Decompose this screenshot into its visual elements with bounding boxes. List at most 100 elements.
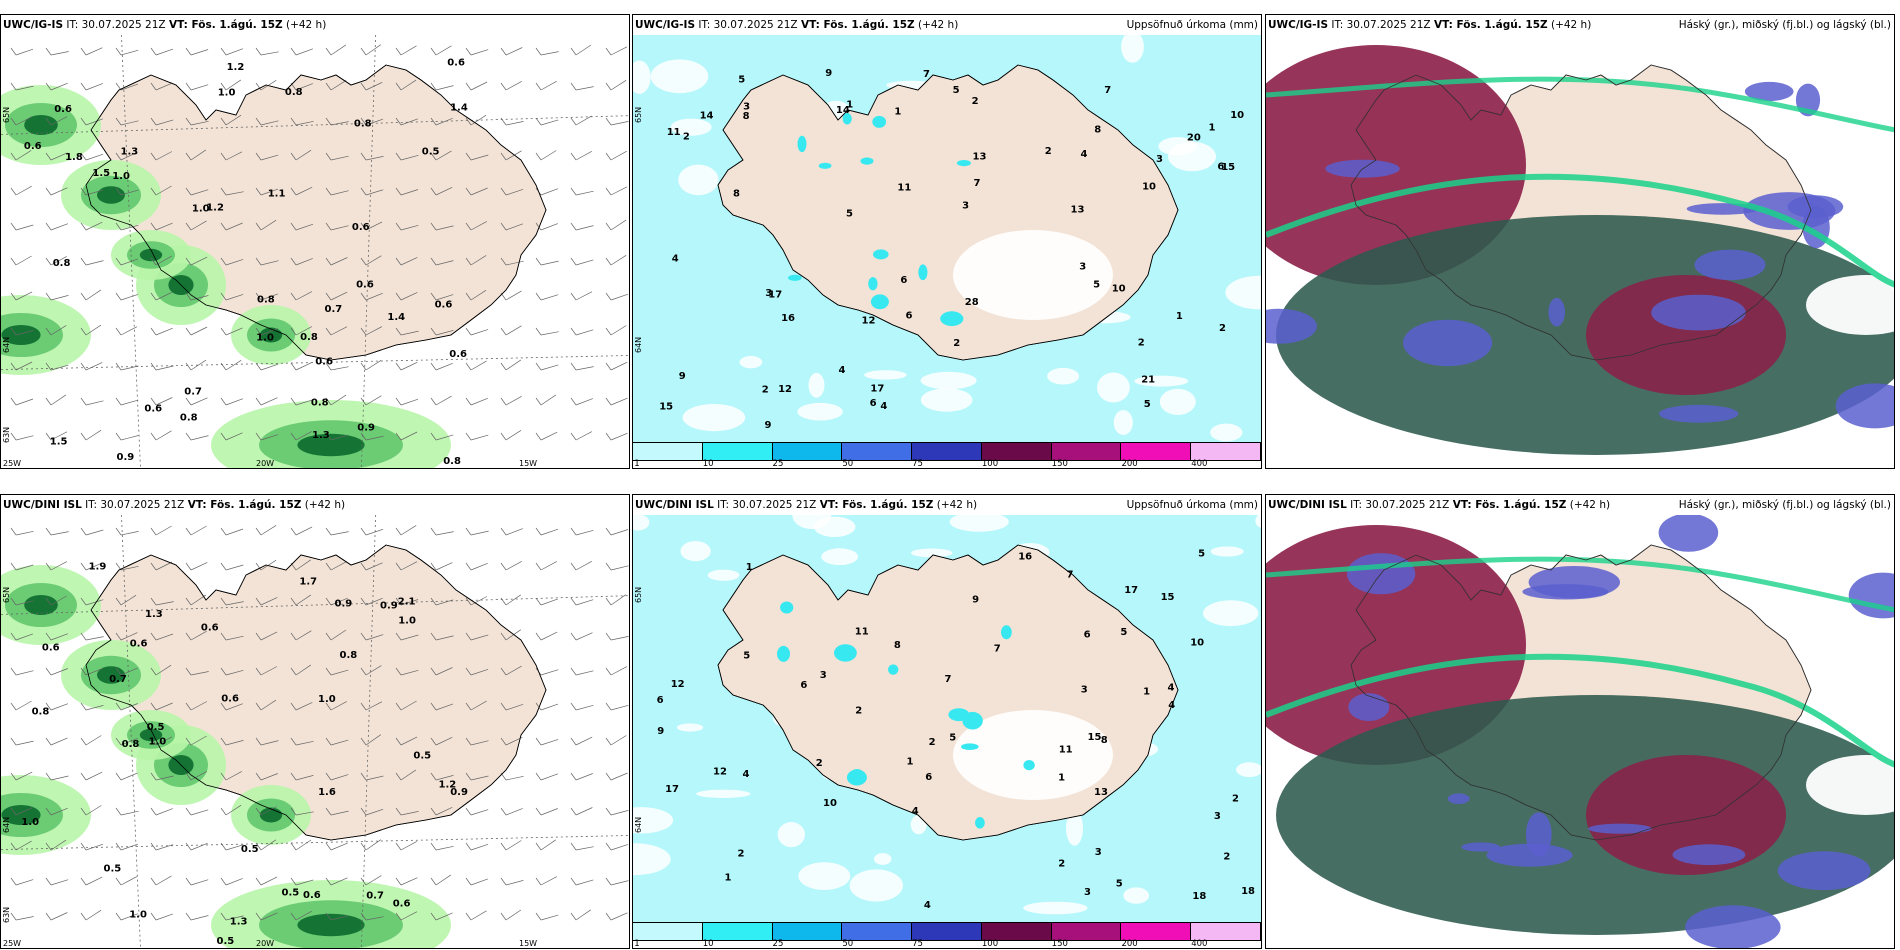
- colorbar-swatch: [981, 923, 1052, 940]
- value-label: 7: [945, 674, 952, 685]
- value-label: 0.5: [104, 864, 122, 875]
- value-label: 7: [923, 69, 930, 80]
- colorbar-swatch: [633, 443, 703, 460]
- value-label: 1.8: [65, 152, 83, 163]
- value-label: 2: [855, 705, 862, 716]
- value-label: 1.9: [89, 562, 107, 573]
- panel-header: UWC/IG-IS IT: 30.07.2025 21Z VT: Fös. 1.…: [1266, 15, 1894, 35]
- map-canvas: 1249721317101617152142113122011528101449…: [633, 35, 1261, 444]
- value-label: 5: [738, 75, 745, 86]
- value-label: 3: [1081, 685, 1088, 696]
- value-label: 3: [820, 670, 827, 681]
- value-label: 6: [870, 398, 877, 409]
- value-label: 1.0: [21, 817, 39, 828]
- value-label: 13: [1071, 204, 1085, 215]
- value-label: 4: [1168, 683, 1175, 694]
- value-label: 0.8: [443, 456, 461, 467]
- value-label: 2: [1219, 323, 1226, 334]
- latitude-label: 63N: [2, 907, 11, 923]
- value-label: 1: [1058, 773, 1065, 784]
- value-label: 1.0: [149, 736, 167, 747]
- colorbar-swatch: [772, 923, 843, 940]
- value-label: 11: [667, 127, 681, 138]
- value-label: 0.6: [435, 299, 453, 310]
- value-label: 6: [906, 311, 913, 322]
- panel-header: UWC/DINI ISL IT: 30.07.2025 21Z VT: Fös.…: [1, 495, 629, 515]
- colorbar-tick-label: 10: [702, 939, 714, 949]
- colorbar-swatch: [1121, 443, 1192, 460]
- iceland-coastline: [85, 64, 547, 361]
- value-label: 4: [912, 806, 919, 817]
- colorbar-tick-label: 100: [981, 939, 999, 949]
- colorbar-tick-label: 400: [1191, 459, 1208, 469]
- value-label: 5: [1116, 879, 1123, 890]
- colorbar-swatches: [633, 922, 1261, 941]
- value-label: 1: [1209, 123, 1216, 134]
- value-label: 0.8: [32, 707, 50, 718]
- value-label: 1.3: [312, 430, 330, 441]
- value-label: 11: [1059, 745, 1073, 756]
- value-label: 4: [839, 365, 846, 376]
- value-label: 18: [1192, 891, 1206, 902]
- value-label: 12: [671, 679, 685, 690]
- value-label: 0.6: [315, 357, 333, 368]
- value-label: 0.8: [300, 332, 318, 343]
- colorbar-swatch: [912, 923, 982, 940]
- colorbar-tick-label: 75: [912, 459, 923, 469]
- value-label: 0.6: [201, 623, 219, 634]
- iceland-coastline: [1350, 544, 1812, 841]
- colorbar-tick-label: 50: [842, 939, 854, 949]
- value-label: 7: [974, 178, 981, 189]
- value-label: 0.8: [311, 397, 329, 408]
- colorbar-tick-label: 1: [634, 459, 640, 469]
- colorbar-tick-label: 50: [842, 459, 854, 469]
- value-label: 0.6: [221, 694, 239, 705]
- value-label: 1.2: [227, 62, 245, 73]
- latitude-label: 64N: [634, 817, 643, 833]
- longitude-label: 15W: [519, 939, 537, 948]
- value-label: 15: [1088, 732, 1102, 743]
- latitude-label: 65N: [2, 587, 11, 603]
- colorbar-tick-label: 10: [702, 459, 714, 469]
- value-label: 1.7: [299, 576, 317, 587]
- value-label: 17: [665, 784, 679, 795]
- value-label: 1.3: [145, 609, 163, 620]
- value-label: 0.6: [42, 642, 60, 653]
- colorbar-swatch: [1121, 923, 1192, 940]
- colorbar-swatch: [702, 443, 773, 460]
- value-label: 1.6: [318, 787, 336, 798]
- value-label: 0.5: [282, 887, 300, 898]
- colorbar: 1 10 25 50 75 100 150 200 400: [633, 922, 1261, 948]
- value-label: 1: [846, 99, 853, 110]
- panel-header: UWC/IG-IS IT: 30.07.2025 21Z VT: Fös. 1.…: [633, 15, 1261, 35]
- value-label: 11: [897, 183, 911, 194]
- value-label: 6: [1084, 630, 1091, 641]
- colorbar-tick-label: 100: [981, 459, 999, 469]
- value-label: 0.5: [217, 936, 235, 947]
- value-label: 4: [880, 401, 887, 412]
- value-label: 1.0: [192, 204, 210, 215]
- value-label: 0.8: [285, 87, 303, 98]
- value-label: 4: [1081, 149, 1088, 160]
- value-label: 0.8: [53, 258, 71, 269]
- value-label: 4: [743, 769, 750, 780]
- value-label: 0.9: [357, 423, 375, 434]
- value-label: 14: [700, 111, 714, 122]
- colorbar-tick-label: 200: [1121, 939, 1138, 949]
- value-label: 2: [738, 849, 745, 860]
- value-label: 2: [929, 737, 936, 748]
- value-label: 0.7: [109, 674, 127, 685]
- value-label: 0.6: [356, 280, 374, 291]
- value-label: 1.2: [439, 780, 457, 791]
- value-label: 2: [953, 338, 960, 349]
- value-label: 1: [746, 562, 753, 573]
- colorbar-swatch: [1051, 923, 1122, 940]
- value-label: 12: [862, 315, 876, 326]
- value-label: 4: [924, 900, 931, 911]
- value-label: 2: [1223, 852, 1230, 863]
- value-label: 0.6: [449, 349, 467, 360]
- value-label: 9: [765, 420, 772, 431]
- colorbar-tick-label: 75: [912, 939, 923, 949]
- value-label: 0.6: [144, 404, 162, 415]
